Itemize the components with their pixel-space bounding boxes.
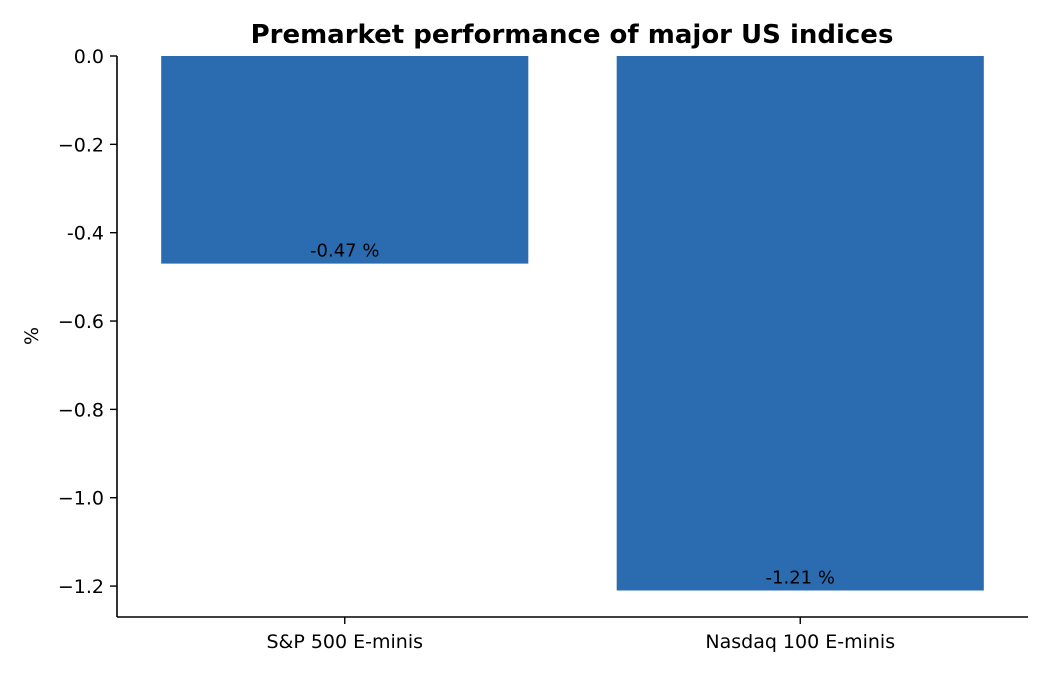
x-ticks-layer: S&P 500 E-minis Nasdaq 100 E-minis — [266, 617, 895, 653]
bar-1 — [616, 56, 984, 591]
y-tick-label-4: −0.8 — [58, 399, 104, 421]
y-tick-label-3: −0.6 — [58, 311, 104, 333]
y-axis-label: % — [21, 327, 43, 345]
y-tick-label-0: 0.0 — [74, 46, 104, 68]
y-tick-label-2: -0.4 — [67, 223, 104, 245]
data-label-1: -1.21 % — [766, 567, 835, 588]
data-labels-layer: -0.47 % -1.21 % — [310, 241, 835, 589]
bar-0 — [161, 56, 529, 264]
y-ticks-layer: 0.0 −0.2 -0.4 −0.6 −0.8 −1.0 −1.2 — [58, 46, 117, 598]
x-tick-label-1: Nasdaq 100 E-minis — [705, 631, 895, 653]
chart-title: Premarket performance of major US indice… — [251, 20, 894, 50]
data-label-0: -0.47 % — [310, 241, 379, 262]
x-tick-label-0: S&P 500 E-minis — [266, 631, 423, 653]
bars-layer — [161, 56, 984, 591]
y-tick-label-6: −1.2 — [58, 576, 104, 598]
y-tick-label-1: −0.2 — [58, 134, 104, 156]
y-tick-label-5: −1.0 — [58, 488, 104, 510]
